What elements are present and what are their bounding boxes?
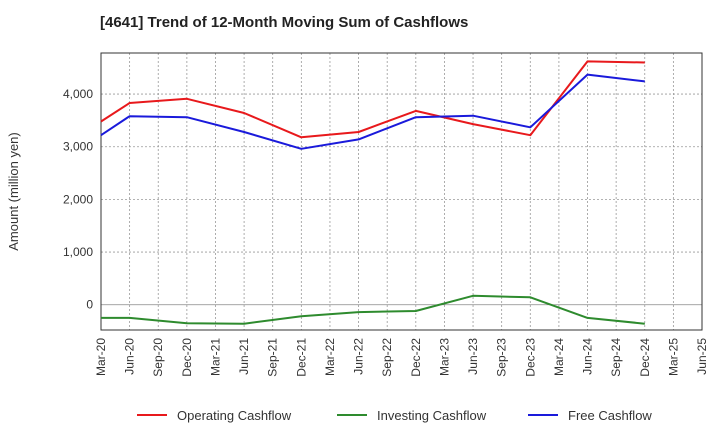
y-axis-label: Amount (million yen) <box>6 132 21 251</box>
x-tick-label: Sep-21 <box>266 338 280 377</box>
x-tick-label: Sep-20 <box>151 338 165 377</box>
x-tick-label: Sep-23 <box>495 338 509 377</box>
y-tick-labels: 0 1,000 2,000 3,000 4,000 <box>63 87 93 312</box>
x-tick-label: Sep-22 <box>380 338 394 377</box>
x-tick-label: Dec-22 <box>409 338 423 377</box>
x-tick-label: Dec-21 <box>294 338 308 377</box>
legend: Operating Cashflow Investing Cashflow Free… <box>137 408 652 423</box>
grid-lines <box>101 53 702 330</box>
series-line <box>101 294 645 325</box>
x-tick-label: Jun-25 <box>695 338 709 375</box>
x-tick-label: Jun-20 <box>123 338 137 375</box>
plot-area <box>100 52 703 331</box>
y-tick-label: 4,000 <box>63 87 93 101</box>
y-tick-label: 3,000 <box>63 140 93 154</box>
x-tick-label: Mar-20 <box>94 338 108 376</box>
legend-label: Operating Cashflow <box>177 408 292 423</box>
x-tick-label: Jun-24 <box>581 338 595 375</box>
chart-title: [4641] Trend of 12-Month Moving Sum of C… <box>100 14 469 31</box>
x-tick-label: Jun-22 <box>352 338 366 375</box>
legend-label: Investing Cashflow <box>377 408 487 423</box>
x-tick-label: Dec-23 <box>523 338 537 377</box>
x-tick-label: Mar-22 <box>323 338 337 376</box>
x-tick-label: Mar-21 <box>208 338 222 376</box>
y-tick-label: 2,000 <box>63 192 93 206</box>
series-line <box>100 60 645 139</box>
x-tick-label: Dec-24 <box>638 338 652 377</box>
x-tick-label: Mar-25 <box>666 338 680 376</box>
x-tick-label: Jun-21 <box>237 338 251 375</box>
series-line <box>100 73 645 150</box>
x-tick-labels: Mar-20 Jun-20 Sep-20 Dec-20 Mar-21 Jun-21 Sep-… <box>94 338 709 377</box>
x-tick-label: Sep-24 <box>609 338 623 377</box>
x-tick-label: Jun-23 <box>466 338 480 375</box>
y-tick-label: 0 <box>86 298 93 312</box>
y-tick-label: 1,000 <box>63 245 93 259</box>
x-tick-label: Dec-20 <box>180 338 194 377</box>
x-tick-label: Mar-23 <box>437 338 451 376</box>
legend-label: Free Cashflow <box>568 408 652 423</box>
x-tick-label: Mar-24 <box>552 338 566 376</box>
series-lines <box>100 60 645 325</box>
